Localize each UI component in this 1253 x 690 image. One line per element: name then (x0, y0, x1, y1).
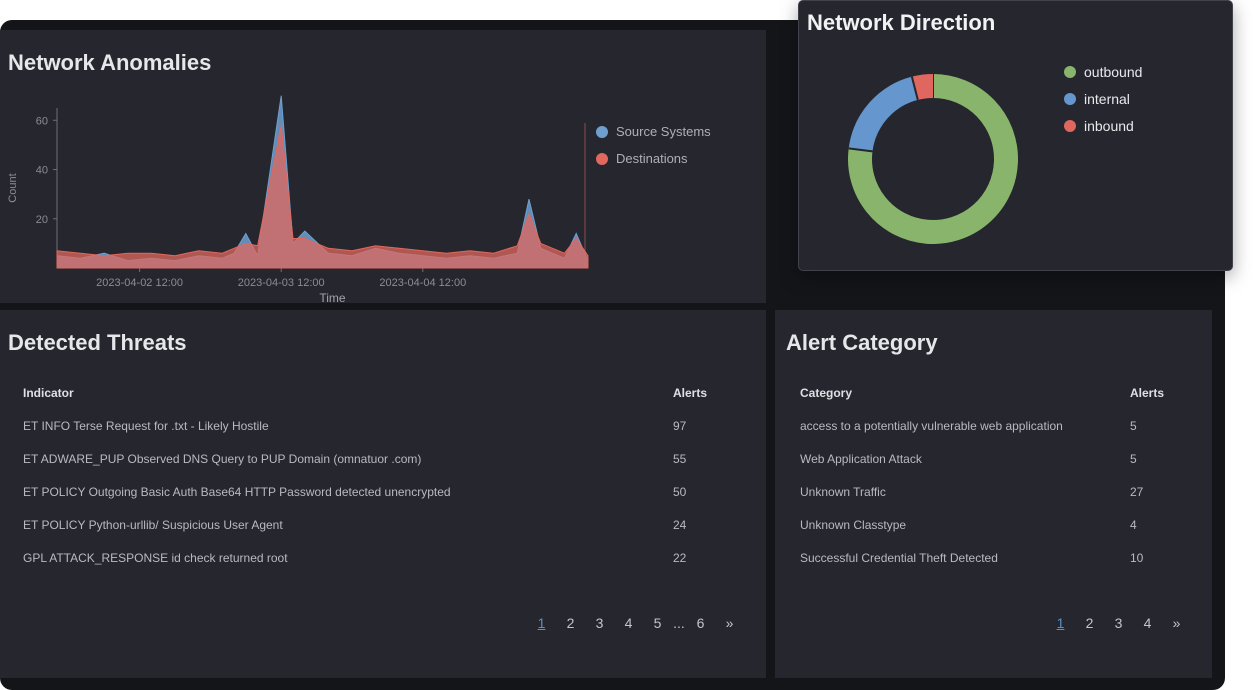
table-header-row: Indicator Alerts (22, 376, 722, 409)
slice-separator (848, 147, 873, 153)
y-tick-label: 40 (36, 165, 48, 177)
direction-legend: outbound internal inbound (1064, 58, 1142, 139)
anomaly-chart: 60 40 20 2023-04-02 12:00 2023-04-03 12:00 20… (7, 95, 589, 305)
table-row[interactable]: GPL ATTACK_RESPONSE id check returned ro… (22, 541, 722, 574)
panel-title: Detected Threats (8, 330, 187, 355)
category-cell: Successful Credential Theft Detected (800, 550, 998, 565)
table-row[interactable]: Unknown Classtype 4 (799, 508, 1179, 541)
alerts-cell: 10 (1130, 550, 1144, 565)
panel-title: Network Anomalies (8, 50, 212, 75)
table-row[interactable]: ET POLICY Python-urllib/ Suspicious User… (22, 508, 722, 541)
table-row[interactable]: Unknown Traffic 27 (799, 475, 1179, 508)
indicator-cell: ET POLICY Python-urllib/ Suspicious User… (23, 517, 283, 532)
panel-title: Alert Category (786, 330, 938, 355)
slice-separator (910, 76, 919, 101)
donut-slice-outbound[interactable] (848, 74, 1018, 244)
donut-slice-internal[interactable] (848, 76, 919, 152)
page-3-link[interactable]: 3 (595, 615, 604, 631)
table-row[interactable]: Web Application Attack 5 (799, 442, 1179, 475)
legend-dot (1064, 119, 1076, 132)
panel-title: Network Direction (807, 10, 996, 35)
legend-label: internal (1084, 90, 1130, 107)
threats-table: Indicator Alerts ET INFO Terse Request f… (22, 376, 722, 574)
category-table: Category Alerts access to a potentially … (799, 376, 1179, 574)
alerts-cell: 4 (1130, 517, 1137, 532)
category-pagination: 1 2 3 4 » (1046, 615, 1191, 631)
page-4-link[interactable]: 4 (1143, 615, 1152, 631)
legend-dot (1064, 65, 1076, 78)
network-anomalies-panel: Network Anomalies 60 40 20 2023-04-02 12:00… (0, 30, 766, 305)
detected-threats-panel: Detected Threats Indicator Alerts ET INF… (0, 310, 766, 678)
page-2-link[interactable]: 2 (1085, 615, 1094, 631)
legend-item-inbound[interactable]: inbound (1064, 112, 1142, 139)
indicator-cell: ET POLICY Outgoing Basic Auth Base64 HTT… (23, 484, 451, 499)
column-header-category[interactable]: Category (800, 385, 853, 400)
source-systems-series (56, 95, 589, 269)
legend-dot (596, 152, 608, 165)
legend-item-internal[interactable]: internal (1064, 85, 1142, 112)
table-row[interactable]: Successful Credential Theft Detected 10 (799, 541, 1179, 574)
alerts-cell: 55 (673, 451, 687, 466)
legend-label: inbound (1084, 117, 1134, 134)
legend-dot (1064, 92, 1076, 105)
legend-label: Destinations (616, 151, 688, 166)
page-1-link[interactable]: 1 (537, 615, 546, 631)
legend-item-source-systems[interactable]: Source Systems (596, 118, 711, 145)
page-ellipsis: ... (673, 615, 685, 631)
alerts-cell: 50 (673, 484, 687, 499)
y-tick-label: 60 (36, 115, 48, 127)
legend-item-destinations[interactable]: Destinations (596, 145, 711, 172)
alerts-cell: 27 (1130, 484, 1144, 499)
threats-pagination: 1 2 3 4 5 ... 6 » (527, 615, 744, 631)
legend-label: outbound (1084, 63, 1143, 80)
x-tick-label: 2023-04-03 12:00 (238, 277, 325, 289)
column-header-indicator[interactable]: Indicator (23, 385, 74, 400)
alerts-cell: 97 (673, 418, 687, 433)
table-row[interactable]: access to a potentially vulnerable web a… (799, 409, 1179, 442)
legend-item-outbound[interactable]: outbound (1064, 58, 1142, 85)
page-3-link[interactable]: 3 (1114, 615, 1123, 631)
next-page-icon[interactable]: » (1172, 615, 1181, 631)
page-1-link[interactable]: 1 (1056, 615, 1065, 631)
x-tick-label: 2023-04-04 12:00 (379, 277, 466, 289)
alerts-cell: 5 (1130, 451, 1137, 466)
direction-donut-chart (848, 74, 1018, 244)
alerts-cell: 5 (1130, 418, 1137, 433)
alerts-cell: 24 (673, 517, 687, 532)
chart-legend: Source Systems Destinations (596, 118, 711, 172)
table-header-row: Category Alerts (799, 376, 1179, 409)
y-tick-label: 20 (36, 214, 48, 226)
x-tick-label: 2023-04-02 12:00 (96, 277, 183, 289)
next-page-icon[interactable]: » (725, 615, 734, 631)
table-row[interactable]: ET POLICY Outgoing Basic Auth Base64 HTT… (22, 475, 722, 508)
donut-slice-inbound[interactable] (911, 74, 934, 100)
page-5-link[interactable]: 5 (653, 615, 662, 631)
page-2-link[interactable]: 2 (566, 615, 575, 631)
category-cell: Web Application Attack (800, 451, 922, 466)
destinations-series (56, 125, 589, 269)
category-cell: access to a potentially vulnerable web a… (800, 418, 1063, 433)
indicator-cell: ET ADWARE_PUP Observed DNS Query to PUP … (23, 451, 422, 466)
page-6-link[interactable]: 6 (696, 615, 705, 631)
indicator-cell: ET INFO Terse Request for .txt - Likely … (23, 418, 269, 433)
alerts-cell: 22 (673, 550, 687, 565)
y-axis-label: Count (7, 173, 19, 202)
indicator-cell: GPL ATTACK_RESPONSE id check returned ro… (23, 550, 288, 565)
category-cell: Unknown Classtype (800, 517, 907, 532)
legend-label: Source Systems (616, 124, 711, 139)
alert-category-panel: Alert Category Category Alerts access to… (775, 310, 1212, 678)
page-4-link[interactable]: 4 (624, 615, 633, 631)
column-header-alerts[interactable]: Alerts (1130, 385, 1165, 400)
table-row[interactable]: ET INFO Terse Request for .txt - Likely … (22, 409, 722, 442)
legend-dot (596, 125, 608, 138)
table-row[interactable]: ET ADWARE_PUP Observed DNS Query to PUP … (22, 442, 722, 475)
category-cell: Unknown Traffic (800, 484, 886, 499)
x-axis-label: Time (319, 291, 346, 305)
column-header-alerts[interactable]: Alerts (673, 385, 708, 400)
